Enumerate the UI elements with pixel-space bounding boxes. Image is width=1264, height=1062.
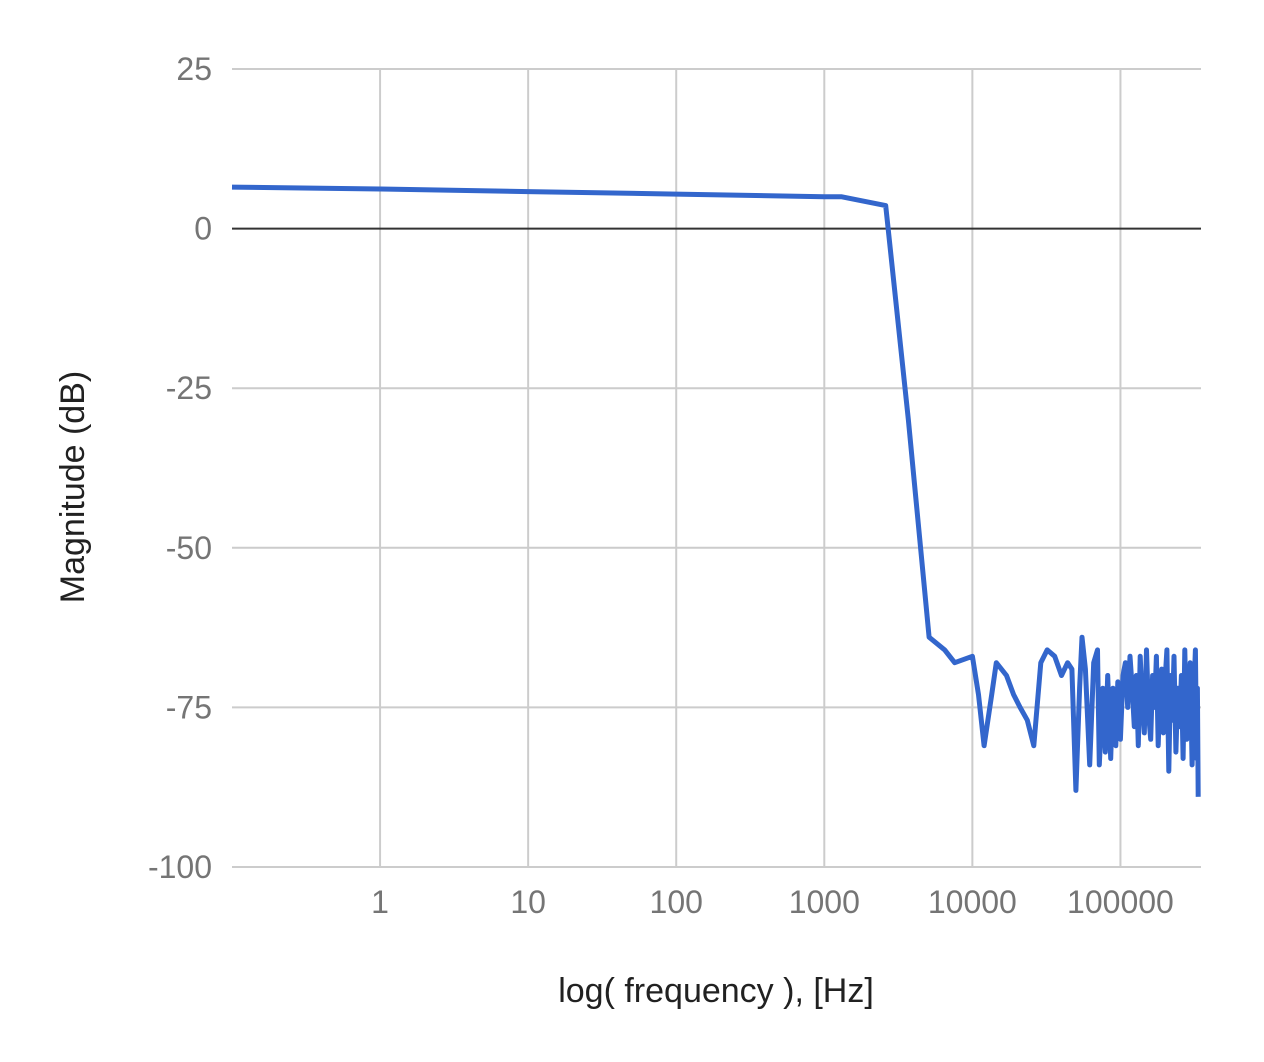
series-layer: [231, 184, 1201, 797]
x-tick-label: 10000: [928, 884, 1017, 920]
y-tick-label: -75: [166, 689, 212, 725]
x-tick-label: 1000: [789, 884, 860, 920]
x-tick-label: 100: [650, 884, 703, 920]
x-tick-label: 10: [510, 884, 546, 920]
x-gridlines: [379, 69, 1122, 867]
x-tick-labels: 1 10 100 1000 10000 100000: [371, 884, 1174, 920]
x-tick-label: 100000: [1067, 884, 1174, 920]
y-tick-label: -25: [166, 370, 212, 406]
y-tick-label: -50: [166, 530, 212, 566]
x-tick-label: 1: [371, 884, 389, 920]
y-tick-label: 25: [176, 51, 212, 87]
series-line: [231, 184, 1201, 797]
y-axis-title: Magnitude (dB): [54, 371, 92, 603]
x-axis-title: log( frequency ), [Hz]: [558, 972, 874, 1010]
y-tick-labels: 25 0 -25 -50 -75 -100: [148, 51, 212, 885]
y-tick-label: -100: [148, 849, 212, 885]
y-tick-label: 0: [194, 211, 212, 247]
